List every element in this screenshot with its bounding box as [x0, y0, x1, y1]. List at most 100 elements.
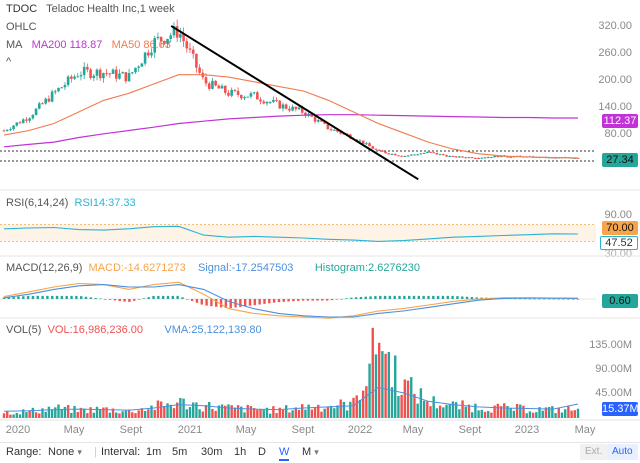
volume-bar: [47, 406, 51, 418]
interval-d[interactable]: D: [258, 446, 266, 458]
interval-w[interactable]: W: [279, 446, 290, 461]
vol-value-tag: 15.37M: [602, 402, 639, 416]
macd-histogram-bar: [186, 299, 189, 300]
range-select[interactable]: None ▾: [48, 446, 82, 458]
macd-histogram-bar: [118, 299, 121, 301]
volume-bar: [159, 401, 163, 418]
candle-body: [233, 89, 237, 91]
interval-5m[interactable]: 5m: [172, 446, 188, 458]
volume-bar: [76, 411, 79, 418]
macd-histogram-bar: [417, 295, 421, 299]
macd-histogram-bar: [258, 299, 261, 305]
volume-bar: [483, 411, 487, 418]
macd-histogram-bar: [518, 298, 522, 300]
auto-toggle[interactable]: Auto: [607, 444, 638, 460]
candle-body: [70, 76, 73, 79]
macd-histogram-bar: [436, 295, 440, 299]
macd-histogram-bar: [248, 299, 252, 306]
candle-body: [50, 91, 54, 102]
macd-histogram-bar: [567, 298, 570, 300]
macd-histogram-bar: [60, 295, 64, 299]
candle-body: [98, 69, 102, 79]
ext-toggle[interactable]: Ext.: [580, 444, 608, 460]
macd-histogram-bar: [31, 295, 35, 299]
volume-bar: [233, 407, 237, 418]
ma-label: MA: [6, 39, 23, 51]
volume-bar: [422, 400, 426, 418]
volume-bar: [60, 409, 63, 418]
x-tick: 2021: [177, 424, 203, 436]
macd-histogram-bar: [123, 299, 126, 302]
candle-body: [406, 155, 410, 157]
volume-bar: [50, 409, 54, 418]
macd-histogram-bar: [292, 299, 295, 302]
volume-bar: [66, 405, 70, 418]
candle-body: [464, 157, 468, 159]
macd-histogram-bar: [70, 295, 73, 299]
volume-bar: [365, 386, 368, 418]
candle-body: [25, 119, 28, 121]
interval-m[interactable]: M ▾: [302, 446, 319, 458]
candle-body: [294, 106, 298, 110]
volume-bar: [163, 406, 166, 418]
candle-body: [41, 103, 44, 105]
volume-bar: [108, 412, 112, 418]
candle-body: [323, 121, 326, 124]
candle-body: [89, 69, 92, 78]
macd-histogram-bar: [113, 299, 117, 301]
rsi-legend[interactable]: RSI(6,14,24) RSI14:37.33: [6, 197, 136, 210]
candle-body: [54, 91, 57, 93]
macd-histogram-bar: [94, 297, 97, 299]
volume-bar: [111, 408, 115, 418]
interval-30m[interactable]: 30m: [201, 446, 223, 458]
candle-body: [108, 73, 112, 75]
volume-bar: [400, 394, 403, 418]
macd-legend[interactable]: MACD(12,26,9) MACD:-14.6271273 Signal:-1…: [6, 262, 420, 275]
volume-bar: [317, 404, 320, 418]
x-tick: 2020: [5, 424, 31, 436]
candle-body: [358, 140, 362, 142]
volume-bar: [211, 408, 214, 418]
macd-value-tag: 0.60: [602, 294, 638, 308]
macd-histogram-bar: [480, 297, 483, 299]
interval-1m[interactable]: 1m: [146, 446, 162, 458]
candle-body: [425, 151, 429, 153]
macd-histogram-bar: [263, 299, 266, 304]
volume-bar: [329, 405, 333, 418]
macd-histogram-bar: [55, 295, 59, 299]
macd-histogram-bar: [2, 297, 6, 299]
macd-histogram-bar: [75, 295, 78, 299]
macd-histogram-bar: [215, 299, 218, 307]
candle-body: [442, 154, 445, 156]
macd-histogram-bar: [364, 296, 367, 299]
candle-body: [416, 154, 419, 156]
candle-body: [326, 123, 330, 130]
macd-histogram-bar: [465, 296, 469, 299]
volume-bar: [522, 405, 525, 418]
ohlc-label[interactable]: OHLC: [6, 21, 37, 33]
volume-bar: [493, 405, 496, 418]
macd-histogram-bar: [301, 299, 305, 301]
candle-body: [409, 154, 413, 156]
candle-body: [243, 97, 246, 99]
volume-bar: [390, 387, 394, 418]
vol-legend[interactable]: VOL(5) VOL:16,986,236.00 VMA:25,122,139.…: [6, 324, 262, 337]
ma-legend[interactable]: MA MA200 118.87 MA50 86.63: [6, 39, 171, 52]
candle-body: [281, 104, 285, 109]
interval-1h[interactable]: 1h: [234, 446, 247, 458]
macd-histogram-bar: [538, 298, 541, 300]
volume-bar: [172, 408, 176, 418]
macd-histogram-bar: [321, 299, 324, 301]
volume-bar: [512, 410, 516, 418]
volume-bar: [394, 355, 397, 418]
stock-chart[interactable]: [0, 0, 640, 440]
dropdown-icon: ▾: [77, 447, 82, 457]
price-tick: 200.00: [598, 74, 632, 86]
macd-histogram-bar: [441, 295, 445, 299]
macd-histogram-bar: [528, 298, 531, 300]
candle-body: [284, 104, 288, 109]
collapse-legend-icon[interactable]: ^: [6, 56, 12, 68]
volume-bar: [467, 404, 471, 418]
volume-bar: [227, 404, 230, 418]
candle-body: [47, 98, 51, 102]
